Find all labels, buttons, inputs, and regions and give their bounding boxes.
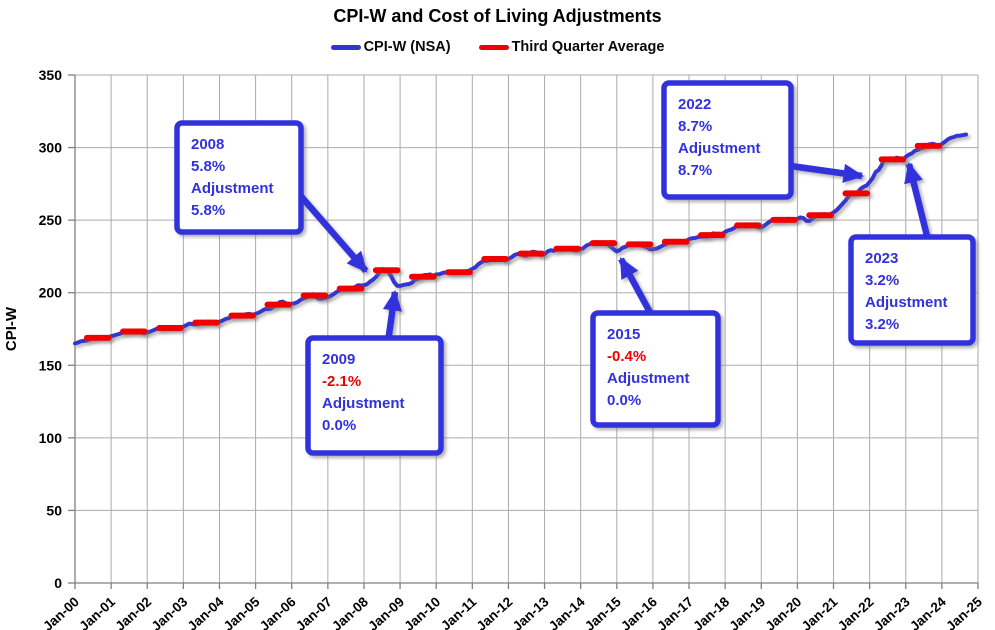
annotation-text: Adjustment xyxy=(191,180,274,197)
annotation-text: Adjustment xyxy=(865,294,948,311)
y-tick-label: 100 xyxy=(39,430,63,446)
x-tick-label: Jan-14 xyxy=(546,594,588,630)
x-tick-label: Jan-21 xyxy=(799,594,841,630)
annotation-box xyxy=(590,310,721,428)
axes xyxy=(68,74,979,589)
x-tick-label: Jan-03 xyxy=(149,594,191,630)
y-tick-label: 150 xyxy=(39,357,63,373)
annotation-text: 0.0% xyxy=(322,417,356,434)
q3-average-series xyxy=(83,142,943,341)
x-tick-label: Jan-17 xyxy=(654,594,696,630)
x-tick-label: Jan-11 xyxy=(438,594,480,630)
x-tick-label: Jan-25 xyxy=(943,594,985,630)
legend-label-q3avg: Third Quarter Average xyxy=(511,39,665,55)
annotation-text: 2022 xyxy=(678,96,711,113)
annotation-box xyxy=(661,80,794,200)
annotation-arrow-icon xyxy=(296,191,369,274)
annotation-2015: 2015 -0.4% Adjustment 0.0% xyxy=(590,257,721,428)
annotation-text: 8.7% xyxy=(678,162,712,179)
annotation-2022: 2022 8.7% Adjustment 8.7% xyxy=(661,80,865,200)
annotation-arrow-icon xyxy=(618,257,655,318)
legend-item-cpiw: CPI-W (NSA) xyxy=(330,39,451,55)
annotation-text: -0.4% xyxy=(607,348,646,365)
y-tick-label: 50 xyxy=(46,502,62,518)
x-tick-label: Jan-05 xyxy=(221,594,263,630)
annotation-2009: 2009 -2.1% Adjustment 0.0% xyxy=(305,289,444,456)
legend-swatch-blue-line-icon xyxy=(330,44,361,50)
annotation-text: 2009 xyxy=(322,351,355,368)
annotation-box xyxy=(174,120,304,235)
x-tick-label: Jan-15 xyxy=(582,594,624,630)
annotation-text: 3.2% xyxy=(865,272,899,289)
y-tick-label: 250 xyxy=(39,212,63,228)
x-tick-label: Jan-04 xyxy=(185,594,227,630)
x-tick-label: Jan-13 xyxy=(510,594,552,630)
x-tick-label: Jan-09 xyxy=(365,594,407,630)
axis-labels: 050100150200250300350Jan-00Jan-01Jan-02J… xyxy=(3,67,985,630)
y-axis-title: CPI-W xyxy=(3,306,20,351)
annotation-text: Adjustment xyxy=(322,395,405,412)
annotation-text: 2008 xyxy=(191,136,224,153)
x-tick-label: Jan-12 xyxy=(474,594,516,630)
y-tick-label: 300 xyxy=(39,140,63,156)
annotation-text: 0.0% xyxy=(607,392,641,409)
annotation-2023: 2023 3.2% Adjustment 3.2% xyxy=(848,161,976,346)
x-tick-label: Jan-07 xyxy=(293,594,335,630)
annotation-arrow-icon xyxy=(790,162,865,183)
annotation-text: 5.8% xyxy=(191,202,225,219)
annotation-text: Adjustment xyxy=(607,370,690,387)
annotation-text: 8.7% xyxy=(678,118,712,135)
legend-label-cpiw: CPI-W (NSA) xyxy=(363,39,451,55)
annotation-box xyxy=(848,234,976,346)
x-tick-label: Jan-10 xyxy=(401,594,443,630)
y-tick-label: 0 xyxy=(54,575,62,591)
annotation-text: 5.8% xyxy=(191,158,225,175)
x-tick-label: Jan-02 xyxy=(112,594,154,630)
legend: CPI-W (NSA) Third Quarter Average xyxy=(0,39,995,55)
x-tick-label: Jan-18 xyxy=(690,594,732,630)
y-tick-label: 350 xyxy=(39,67,63,83)
x-tick-label: Jan-24 xyxy=(907,594,949,630)
annotation-text: 2023 xyxy=(865,250,898,267)
x-tick-label: Jan-22 xyxy=(835,594,877,630)
x-tick-label: Jan-08 xyxy=(329,594,371,630)
y-tick-label: 200 xyxy=(39,285,63,301)
annotation-arrow-icon xyxy=(904,161,932,241)
x-tick-label: Jan-20 xyxy=(763,594,805,630)
x-tick-label: Jan-06 xyxy=(257,594,299,630)
annotation-box xyxy=(305,335,444,456)
annotation-2008: 2008 5.8% Adjustment 5.8% xyxy=(174,120,369,274)
x-tick-label: Jan-00 xyxy=(40,594,82,630)
annotation-arrow-icon xyxy=(382,289,402,343)
annotation-text: Adjustment xyxy=(678,140,761,157)
legend-swatch-red-line-icon xyxy=(478,44,509,50)
legend-item-q3avg: Third Quarter Average xyxy=(478,39,665,55)
x-tick-label: Jan-23 xyxy=(871,594,913,630)
x-tick-label: Jan-19 xyxy=(726,594,768,630)
x-tick-label: Jan-01 xyxy=(76,594,118,630)
x-tick-label: Jan-16 xyxy=(618,594,660,630)
chart-title: CPI-W and Cost of Living Adjustments xyxy=(333,6,662,26)
annotation-text: 2015 xyxy=(607,326,640,343)
annotation-text: 3.2% xyxy=(865,316,899,333)
annotation-text: -2.1% xyxy=(322,373,361,390)
